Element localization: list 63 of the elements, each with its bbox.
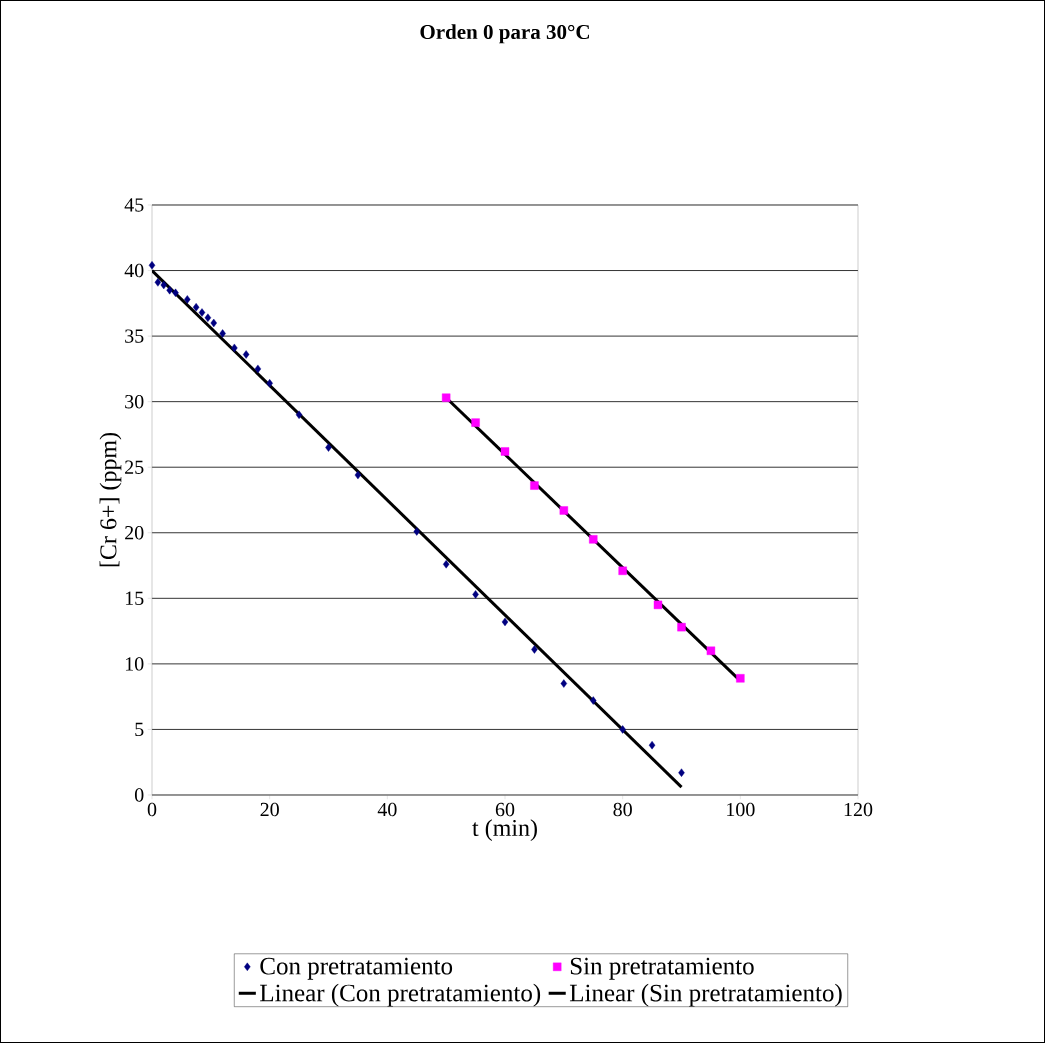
legend-label: Sin pretratamiento [570, 957, 754, 980]
point [231, 343, 238, 353]
point [219, 329, 226, 338]
y-tick-label: 20 [125, 526, 144, 540]
y-tick-label: 5 [135, 722, 144, 737]
point [242, 350, 250, 359]
x-tick-label: 80 [613, 802, 632, 817]
point [560, 679, 568, 688]
point [148, 261, 156, 270]
y-tick-label: 30 [125, 394, 144, 409]
y-tick-label: 25 [125, 460, 144, 474]
y-tick-label: 40 [124, 263, 144, 278]
point [354, 470, 362, 480]
point [501, 617, 509, 627]
point [531, 645, 538, 654]
point [160, 280, 167, 290]
y-tick-label: 35 [125, 329, 144, 343]
x-tick-label: 20 [260, 802, 279, 817]
x-tick-label: 100 [727, 802, 755, 817]
y-tick-label: 10 [125, 657, 144, 671]
point [590, 696, 597, 705]
x-tick-label: 40 [377, 802, 397, 817]
x-tick-label: 120 [844, 802, 873, 817]
y-tick-label: 0 [134, 788, 144, 802]
point [618, 566, 627, 575]
y-tick-label: 45 [124, 198, 144, 212]
point [254, 364, 262, 374]
point [472, 590, 479, 599]
point [325, 443, 332, 452]
point [413, 527, 420, 536]
point [559, 506, 569, 515]
point [678, 768, 685, 777]
point [530, 481, 539, 490]
point [442, 560, 450, 569]
y-axis-title: [Cr 6+] (ppm) [99, 432, 122, 567]
y-tick-label: 15 [125, 591, 144, 606]
point [471, 418, 480, 427]
point [736, 674, 745, 683]
point [653, 600, 663, 610]
point [500, 447, 510, 456]
point [204, 313, 212, 322]
x-tick-label: 0 [147, 802, 157, 817]
point [210, 318, 217, 328]
point [706, 646, 716, 655]
point [166, 286, 173, 295]
point [154, 278, 162, 287]
point [589, 535, 598, 544]
point [172, 288, 179, 298]
point [184, 295, 191, 304]
chart-title: Orden 0 para 30°C [420, 24, 589, 44]
point [198, 308, 206, 317]
point [648, 740, 656, 750]
legend-label: Linear (Con pretratamiento) [260, 983, 541, 1007]
legend-label: Con pretratamiento [260, 957, 453, 980]
point [295, 410, 303, 419]
point [441, 393, 451, 402]
point [266, 379, 273, 388]
x-axis-title: t (min) [472, 819, 537, 841]
point [192, 303, 200, 312]
point [619, 725, 626, 734]
legend-label: Linear (Sin pretratamiento) [569, 983, 842, 1007]
x-tick-label: 60 [495, 802, 515, 817]
point [677, 622, 686, 632]
